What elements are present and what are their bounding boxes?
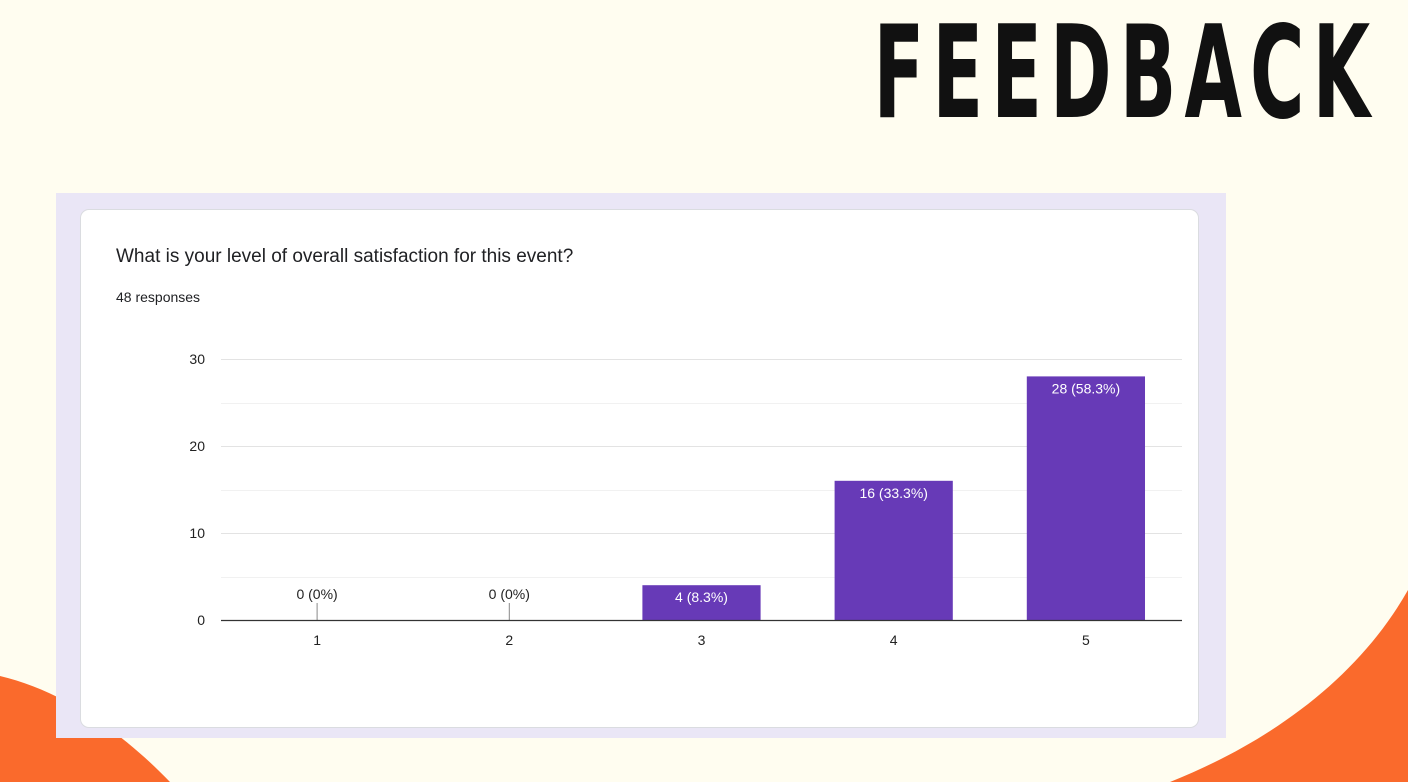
response-count: 48 responses xyxy=(116,289,201,305)
bar xyxy=(1026,376,1146,620)
bar-chart: 0 10 20 30 0 (0%) 1 0 (0%) 2 4 (8.3%) 3 16 (33.3%)… xyxy=(189,351,1182,648)
x-tick-label: 1 xyxy=(313,632,321,648)
question-title: What is your level of overall satisfacti… xyxy=(116,246,574,267)
data-label: 0 (0%) xyxy=(489,586,530,602)
page-title: FEEDBACK xyxy=(873,0,1378,148)
response-card: What is your level of overall satisfacti… xyxy=(80,209,1199,728)
x-tick-label: 5 xyxy=(1082,632,1090,648)
data-label: 16 (33.3%) xyxy=(859,485,927,501)
y-tick-label: 0 xyxy=(197,612,205,628)
data-label: 0 (0%) xyxy=(296,586,337,602)
x-tick-label: 3 xyxy=(698,632,706,648)
x-tick-label: 2 xyxy=(505,632,513,648)
y-tick-label: 20 xyxy=(189,438,205,454)
data-label: 4 (8.3%) xyxy=(675,589,728,605)
y-tick-label: 10 xyxy=(189,525,205,541)
bar xyxy=(642,585,761,620)
bar xyxy=(834,480,953,620)
x-tick-label: 4 xyxy=(890,632,898,648)
data-label: 28 (58.3%) xyxy=(1052,380,1120,396)
y-tick-label: 30 xyxy=(189,351,205,367)
